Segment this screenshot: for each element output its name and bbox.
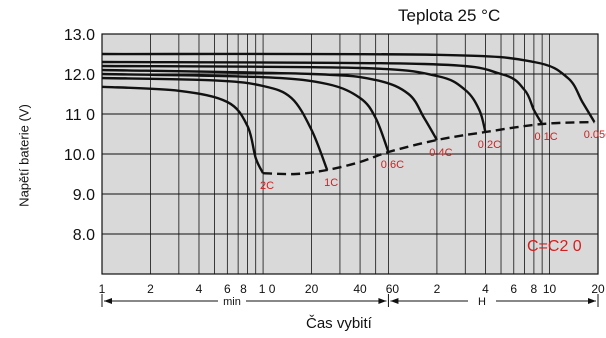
series-label-0_4C: 0.4C (429, 147, 452, 159)
minutes-unit-arrowhead (378, 298, 387, 304)
cutoff-voltage-line (263, 120, 595, 176)
x-tick-label: 1 0 (259, 282, 276, 296)
x-tick-label: 2 (147, 282, 154, 296)
cutoff-line (263, 120, 595, 176)
series-label-0_1C: 0.1C (535, 131, 558, 143)
grid (101, 34, 599, 274)
series-label-0_6C: 0.6C (381, 159, 404, 171)
x-tick-label: 8 (240, 282, 247, 296)
x-tick-label: 6 (224, 282, 231, 296)
series-label-2C: 2C (260, 180, 274, 192)
minutes-unit-label: min (223, 296, 241, 308)
series-label-1C: 1C (324, 177, 338, 189)
curve-0_1C (101, 60, 544, 125)
y-tick-label: 11 0 (65, 107, 95, 124)
y-tick-label: 9.0 (73, 187, 95, 204)
y-axis: 13.0 12.0 11 0 10.0 9.0 8.0 (64, 27, 95, 244)
series-labels: 2C 1C 0.6C 0.4C 0.2C 0.1C 0.05C (260, 129, 606, 192)
curve-1C (101, 76, 329, 171)
x-tick-label: 20 (305, 282, 319, 296)
hours-unit-arrowhead (390, 298, 399, 304)
y-tick-label: 13.0 (64, 27, 95, 44)
curve-0_4C (101, 68, 438, 141)
curve-0_2C (101, 64, 487, 133)
time-unit-arrows: min H (101, 294, 599, 308)
x-axis-label: Čas vybití (306, 315, 372, 332)
hours-unit-arrowhead (588, 298, 596, 304)
x-tick-label: 2 (434, 282, 441, 296)
x-tick-label: 10 (543, 282, 557, 296)
series-label-0_05C: 0.05C (584, 129, 606, 141)
x-tick-label: 1 (99, 282, 106, 296)
capacity-note: C=C2 0 (527, 238, 582, 255)
curve-0_05C (101, 52, 596, 123)
discharge-curves (101, 52, 596, 174)
x-tick-label: 4 (482, 282, 489, 296)
x-tick-label: 8 (531, 282, 538, 296)
minutes-unit-arrowhead (104, 298, 112, 304)
y-tick-label: 8.0 (73, 227, 95, 244)
hours-unit-label: H (478, 296, 486, 308)
series-label-0_2C: 0.2C (478, 139, 501, 151)
x-tick-label: 60 (386, 282, 400, 296)
y-axis-label: Napětí baterie (V) (16, 104, 32, 207)
x-tick-label: 4 (196, 282, 203, 296)
x-tick-label: 20 (591, 282, 605, 296)
curve-2C (101, 85, 265, 174)
y-tick-label: 10.0 (64, 147, 95, 164)
x-tick-label: 6 (510, 282, 517, 296)
curve-0_6C (101, 72, 390, 153)
y-tick-label: 12.0 (64, 67, 95, 84)
chart-title: Teplota 25 °C (398, 6, 501, 25)
x-tick-label: 40 (353, 282, 367, 296)
